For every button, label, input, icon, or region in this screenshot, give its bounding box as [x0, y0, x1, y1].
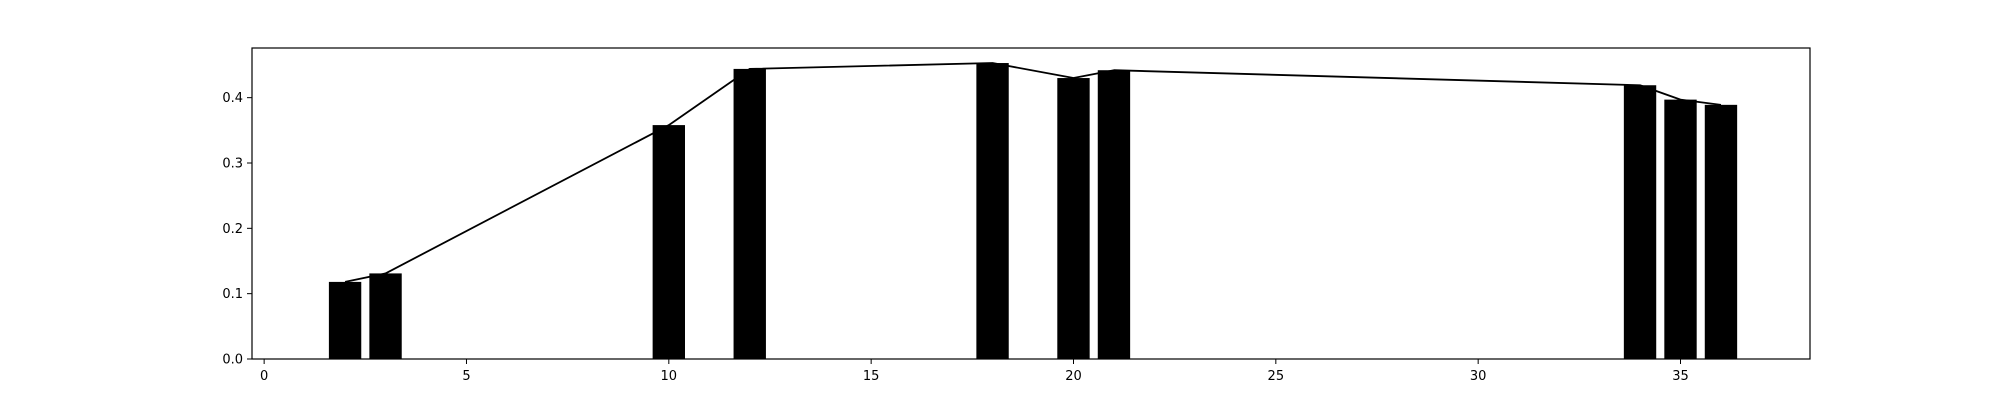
axes-layer: 0 5 10 15 20 25 30 35 0.0 0.1 0.2 0.3 0.4: [222, 47, 1811, 384]
line-layer: [344, 62, 1722, 283]
x-tick-label: 15: [863, 369, 880, 384]
y-tick-label: 0.1: [222, 287, 243, 302]
bar: [733, 68, 766, 359]
x-tick-label: 20: [1065, 369, 1082, 384]
bar: [1057, 78, 1090, 360]
x-tick-label: 5: [462, 369, 470, 384]
x-tick-label: 0: [260, 369, 268, 384]
plot-frame: [251, 47, 1811, 360]
bar: [328, 281, 362, 359]
y-tick-label: 0.4: [222, 91, 243, 106]
x-tick-label: 30: [1470, 369, 1487, 384]
y-tick-label: 0.3: [222, 156, 243, 171]
bar: [1704, 104, 1738, 359]
bar: [1623, 85, 1657, 360]
bar: [652, 125, 685, 359]
bar: [1664, 99, 1697, 360]
y-tick-label: 0.0: [222, 353, 243, 368]
bar: [976, 63, 1009, 359]
x-tick-label: 25: [1268, 369, 1285, 384]
y-tick-label: 0.2: [222, 222, 243, 237]
x-tick-label: 10: [661, 369, 678, 384]
bar: [1097, 70, 1131, 360]
bars-layer: [328, 63, 1738, 360]
series-line: [344, 62, 1722, 283]
x-tick-label: 35: [1672, 369, 1689, 384]
bar: [369, 273, 402, 359]
